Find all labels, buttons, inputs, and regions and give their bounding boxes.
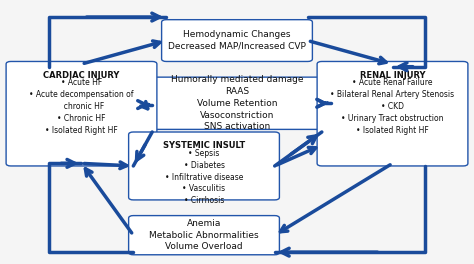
Text: Hemodynamic Changes
Decreased MAP/Increased CVP: Hemodynamic Changes Decreased MAP/Increa… bbox=[168, 30, 306, 51]
Text: • Acute HF
• Acute decompensation of
  chronic HF
• Chronic HF
• Isolated Right : • Acute HF • Acute decompensation of chr… bbox=[29, 78, 134, 135]
Text: Anemia
Metabolic Abnormalities
Volume Overload: Anemia Metabolic Abnormalities Volume Ov… bbox=[149, 219, 259, 252]
FancyBboxPatch shape bbox=[128, 216, 279, 255]
Text: SYSTEMIC INSULT: SYSTEMIC INSULT bbox=[163, 141, 245, 150]
FancyBboxPatch shape bbox=[138, 77, 336, 129]
Text: Humorally mediated damage
RAAS
Volume Retention
Vasoconstriction
SNS activation: Humorally mediated damage RAAS Volume Re… bbox=[171, 75, 303, 131]
Text: • Sepsis
• Diabetes
• Infiltrative disease
• Vasculitis
• Cirrhosis: • Sepsis • Diabetes • Infiltrative disea… bbox=[165, 149, 243, 205]
FancyBboxPatch shape bbox=[162, 20, 312, 62]
FancyBboxPatch shape bbox=[6, 62, 157, 166]
Text: • Acute Renal Failure
• Bilateral Renal Artery Stenosis
• CKD
• Urinary Tract ob: • Acute Renal Failure • Bilateral Renal … bbox=[330, 78, 455, 135]
FancyBboxPatch shape bbox=[128, 132, 279, 200]
Text: CARDIAC INJURY: CARDIAC INJURY bbox=[43, 70, 119, 80]
Text: RENAL INJURY: RENAL INJURY bbox=[360, 70, 425, 80]
FancyBboxPatch shape bbox=[317, 62, 468, 166]
